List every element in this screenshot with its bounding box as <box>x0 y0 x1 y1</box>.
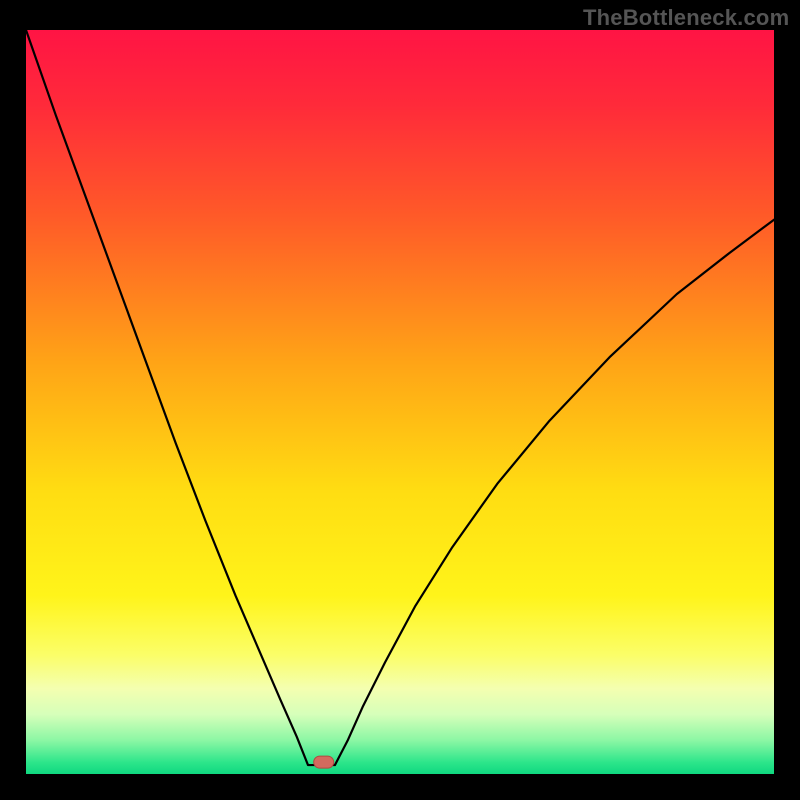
optimum-marker <box>314 756 334 768</box>
plot-background <box>26 30 774 774</box>
bottleneck-chart <box>0 0 800 800</box>
chart-frame: TheBottleneck.com <box>0 0 800 800</box>
